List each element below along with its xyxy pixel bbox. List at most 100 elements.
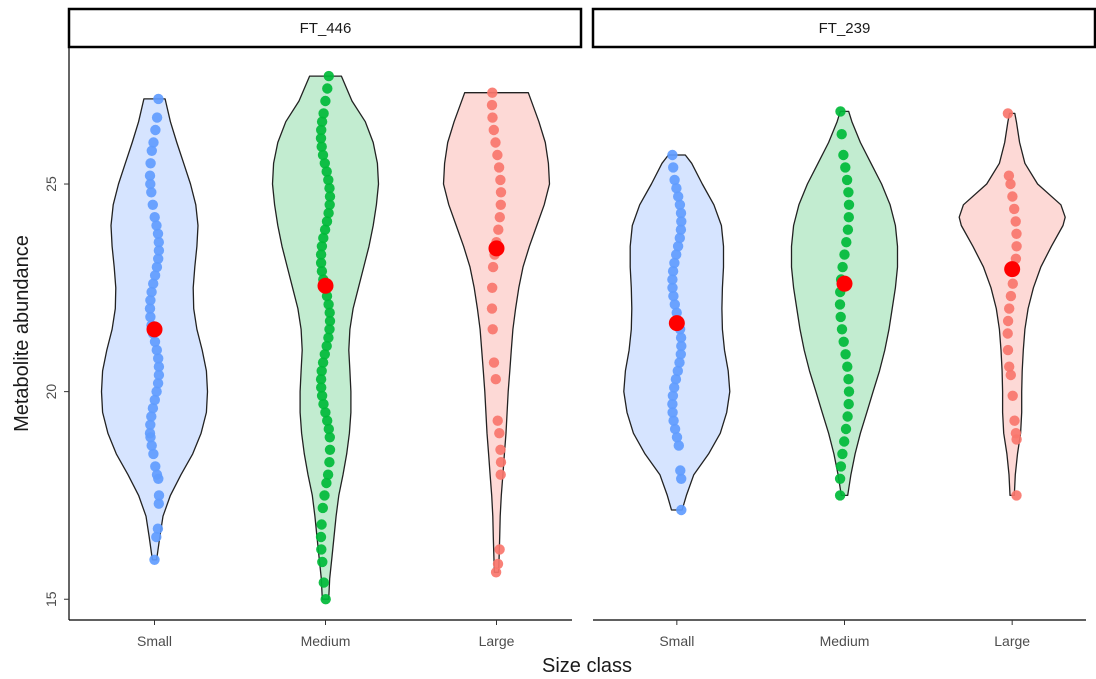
data-point — [490, 567, 502, 578]
data-point — [317, 502, 328, 514]
data-point — [487, 87, 498, 98]
data-point — [671, 249, 682, 260]
data-point — [150, 124, 161, 136]
data-point — [323, 207, 334, 219]
data-point — [676, 504, 687, 516]
data-point — [324, 307, 335, 318]
data-point — [146, 286, 157, 298]
data-point — [316, 544, 327, 555]
data-point — [842, 411, 853, 422]
data-point — [324, 199, 335, 210]
data-point — [492, 415, 503, 426]
data-point — [673, 440, 684, 451]
data-point — [667, 390, 679, 401]
data-point — [315, 531, 327, 543]
data-point — [840, 162, 851, 173]
data-point — [1010, 216, 1021, 227]
facet-panels: FT_446 Small Medium Large FT_239 Small Medium L… — [67, 7, 1096, 649]
data-point — [319, 224, 331, 235]
data-point — [835, 311, 846, 323]
data-point — [1002, 344, 1014, 356]
data-point — [324, 444, 336, 455]
data-point — [675, 207, 687, 219]
data-point — [144, 170, 156, 181]
violin-group-small — [623, 149, 731, 516]
violin-group-large — [442, 87, 551, 578]
data-point — [1002, 108, 1014, 119]
data-point — [839, 249, 850, 260]
data-point — [151, 531, 162, 543]
data-point — [320, 407, 331, 418]
data-point — [153, 490, 165, 501]
data-point — [319, 158, 330, 169]
data-point — [834, 299, 846, 310]
y-axis: 15 20 25 — [43, 47, 70, 620]
data-point — [488, 357, 500, 368]
data-point — [674, 357, 685, 368]
data-point — [1003, 170, 1015, 181]
data-point — [145, 295, 156, 306]
violin-group-large — [958, 108, 1066, 501]
data-point — [493, 162, 505, 173]
facet-label: FT_446 — [300, 20, 352, 37]
data-point — [843, 199, 855, 210]
data-point — [152, 523, 164, 534]
data-point — [150, 461, 161, 472]
data-point — [316, 365, 327, 377]
data-point — [671, 432, 683, 443]
data-point — [841, 237, 852, 248]
data-point — [144, 303, 156, 314]
facet-strip — [67, 7, 583, 49]
data-point — [151, 261, 163, 273]
data-point — [145, 158, 156, 169]
data-point — [1002, 315, 1014, 327]
y-axis-title: Metabolite abundance — [11, 235, 33, 432]
data-point — [323, 70, 334, 82]
data-point — [149, 554, 160, 565]
data-point — [324, 324, 335, 335]
data-point — [149, 336, 161, 347]
data-point — [324, 315, 336, 327]
data-point — [837, 261, 848, 273]
data-point — [495, 187, 507, 198]
data-point — [319, 490, 330, 501]
data-point — [492, 558, 504, 570]
violin-group-small — [100, 93, 209, 565]
data-point — [153, 498, 164, 509]
data-point — [144, 428, 156, 439]
data-point — [316, 116, 328, 127]
x-axis-title: Size class — [542, 655, 632, 677]
data-point — [1009, 415, 1020, 426]
data-point — [147, 403, 159, 414]
data-point — [152, 228, 164, 239]
data-point — [488, 124, 499, 136]
data-point — [147, 199, 158, 210]
data-point — [317, 556, 328, 568]
data-point — [669, 174, 680, 186]
data-point — [153, 245, 165, 256]
facet-panel-ft_239: FT_239 Small Medium Large — [591, 7, 1096, 649]
data-point — [316, 390, 328, 401]
data-point — [1011, 490, 1022, 501]
data-point — [668, 162, 679, 173]
data-point — [323, 423, 334, 435]
data-point — [835, 461, 847, 472]
mean-point — [317, 277, 334, 294]
data-point — [670, 374, 682, 385]
data-point — [486, 303, 498, 314]
facet-label: FT_239 — [819, 20, 871, 37]
data-point — [315, 249, 327, 260]
data-point — [321, 477, 332, 489]
data-point — [317, 357, 329, 368]
data-point — [323, 332, 334, 343]
data-point — [1011, 241, 1022, 252]
data-point — [315, 133, 327, 144]
data-point — [669, 423, 681, 435]
data-point — [835, 106, 846, 117]
data-point — [321, 166, 332, 177]
data-point — [676, 216, 687, 227]
data-point — [675, 332, 687, 343]
data-point — [495, 457, 507, 468]
data-point — [490, 137, 501, 148]
data-point — [1007, 278, 1018, 289]
